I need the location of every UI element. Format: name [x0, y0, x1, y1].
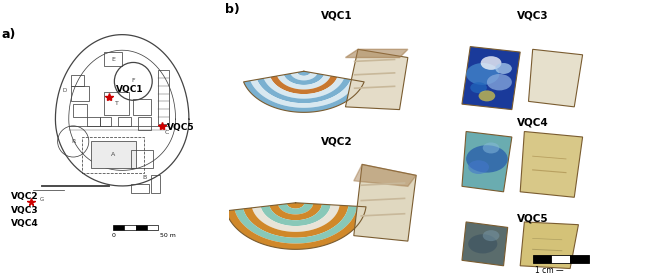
Text: VQC5: VQC5 [166, 123, 194, 132]
Polygon shape [226, 206, 366, 249]
Bar [91, 141, 135, 168]
Bar [158, 70, 169, 124]
Text: 1 cm —: 1 cm — [535, 266, 563, 274]
Text: VQC1: VQC1 [321, 11, 353, 21]
Text: C: C [164, 130, 169, 135]
Polygon shape [250, 79, 357, 108]
Polygon shape [353, 164, 416, 186]
Circle shape [466, 145, 508, 173]
Polygon shape [287, 203, 304, 209]
Circle shape [470, 82, 487, 93]
Circle shape [487, 74, 512, 90]
Bar [104, 52, 122, 66]
Polygon shape [462, 222, 508, 266]
Polygon shape [244, 81, 364, 112]
Bar [104, 93, 129, 115]
Circle shape [482, 142, 499, 153]
Bar [82, 137, 144, 173]
Text: A: A [111, 152, 115, 157]
Bar [551, 255, 570, 263]
Polygon shape [297, 71, 310, 76]
Polygon shape [278, 203, 313, 214]
Text: R: R [71, 139, 75, 144]
Bar [138, 117, 151, 130]
Text: a): a) [2, 28, 16, 41]
Bar [86, 117, 100, 126]
Polygon shape [270, 204, 322, 220]
Text: F: F [132, 78, 135, 83]
Text: G: G [40, 197, 44, 202]
Polygon shape [462, 132, 512, 192]
Polygon shape [277, 75, 331, 90]
Polygon shape [243, 205, 348, 238]
Text: VQC4: VQC4 [517, 118, 548, 128]
Text: 50 m: 50 m [160, 233, 176, 238]
Circle shape [495, 63, 512, 74]
Text: 0: 0 [112, 233, 115, 238]
Text: E: E [112, 57, 115, 62]
Bar [100, 117, 111, 126]
Text: VQC3: VQC3 [517, 11, 548, 21]
Bar [135, 225, 146, 230]
Polygon shape [284, 74, 324, 85]
Polygon shape [290, 72, 317, 80]
Circle shape [468, 234, 497, 253]
Bar [146, 225, 158, 230]
Text: VQC4: VQC4 [11, 219, 39, 228]
Text: VQC3: VQC3 [11, 206, 39, 215]
Polygon shape [528, 49, 582, 107]
Text: VQC1: VQC1 [115, 85, 143, 95]
Polygon shape [346, 49, 408, 58]
Bar [117, 117, 131, 126]
Bar [570, 255, 589, 263]
Polygon shape [462, 47, 520, 110]
Text: T: T [115, 101, 119, 106]
Circle shape [468, 160, 489, 174]
Text: VQC2: VQC2 [11, 192, 39, 201]
Polygon shape [520, 222, 579, 269]
Polygon shape [264, 77, 344, 99]
Text: D: D [62, 88, 66, 93]
Circle shape [481, 56, 501, 70]
Circle shape [482, 230, 499, 241]
Bar [131, 184, 149, 193]
Polygon shape [257, 78, 351, 103]
Polygon shape [235, 206, 357, 244]
Text: VQC2: VQC2 [321, 137, 353, 147]
Bar [71, 86, 89, 101]
Bar [131, 150, 154, 168]
Bar [151, 175, 160, 193]
Bar [73, 104, 86, 117]
Polygon shape [252, 205, 339, 232]
Bar [71, 75, 84, 86]
Polygon shape [520, 132, 582, 197]
Polygon shape [353, 164, 416, 241]
Polygon shape [270, 76, 337, 94]
Text: VQC5: VQC5 [517, 214, 548, 224]
Polygon shape [346, 49, 408, 110]
Bar [134, 99, 151, 115]
Polygon shape [261, 204, 331, 226]
Bar [114, 225, 124, 230]
Circle shape [479, 90, 495, 101]
Text: b): b) [225, 3, 239, 16]
Circle shape [466, 63, 499, 85]
Bar [124, 225, 135, 230]
Bar [533, 255, 551, 263]
Text: B: B [143, 175, 146, 179]
